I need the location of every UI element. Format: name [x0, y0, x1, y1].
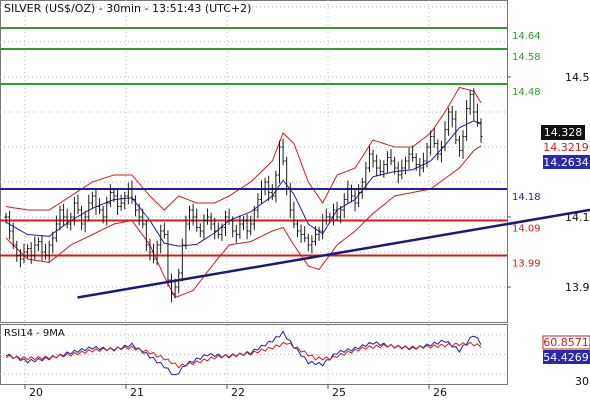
- x-tick-label: 25: [332, 386, 346, 399]
- upper-band-label: 14.3219: [543, 141, 589, 154]
- level-label-14.64: 14.64: [512, 31, 541, 42]
- x-tick-label: 21: [130, 386, 144, 399]
- x-tick-label: 26: [433, 386, 447, 399]
- lower-band-line: [5, 145, 482, 299]
- level-label-14.48: 14.48: [512, 87, 541, 98]
- lower-band-label: 14.2634: [543, 156, 589, 169]
- last-price-tag: 14.328: [541, 125, 585, 140]
- y-tick-label: 14.5: [565, 71, 590, 84]
- lower-band-tag: 14.2634: [543, 155, 590, 169]
- rsi-ma-tag: 54.4269: [543, 350, 590, 364]
- rsi-tick-label: 30: [575, 375, 589, 388]
- x-tick-label: 20: [29, 386, 43, 399]
- rsi-lines: [5, 330, 482, 376]
- rsi-title: RSI14 - 9MA: [4, 328, 65, 339]
- axes: 14.5 14.1 13.9 20 21 22 25 26: [24, 71, 590, 399]
- support-trendline: [77, 208, 590, 299]
- x-tick-label: 22: [231, 386, 245, 399]
- level-label-14.58: 14.58: [512, 52, 541, 63]
- rsi-value-tag: 60.8571: [542, 335, 590, 350]
- candles: [4, 88, 483, 303]
- level-label-14.18: 14.18: [512, 192, 541, 203]
- rsi-value-label: 60.8571: [543, 336, 589, 349]
- upper-band-tag: 14.3219: [543, 141, 590, 154]
- horizontal-levels: 14.64 14.58 14.48 14.18 14.09 13.99: [0, 27, 541, 270]
- y-tick-label: 13.9: [565, 281, 590, 294]
- rsi-ma-line: [5, 341, 482, 369]
- upper-band-line: [5, 86, 482, 211]
- level-label-14.09: 14.09: [512, 224, 541, 235]
- chart-title: SILVER (US$/OZ) - 30min - 13:51:43 (UTC+…: [4, 2, 251, 15]
- rsi-ma-label: 54.4269: [543, 351, 589, 364]
- last-price-label: 14.328: [544, 126, 583, 139]
- level-label-13.99: 13.99: [512, 259, 541, 270]
- y-tick-label: 14.1: [565, 211, 590, 224]
- trend-lines: [77, 208, 590, 299]
- grid: [0, 0, 507, 384]
